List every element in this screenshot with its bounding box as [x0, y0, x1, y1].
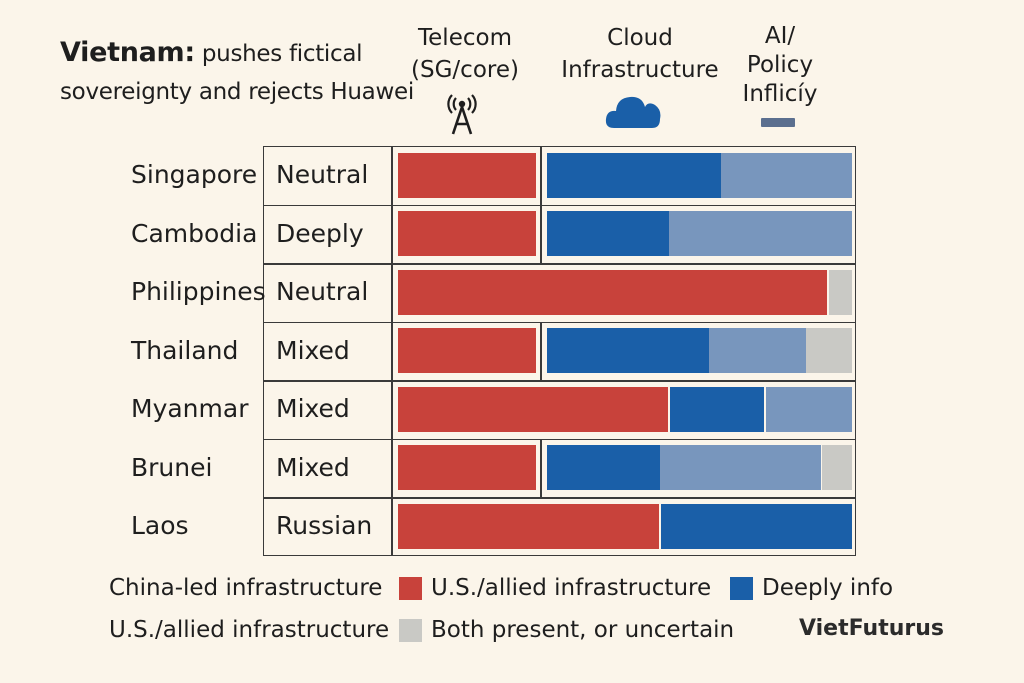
status-column-divider — [391, 146, 393, 556]
antenna-icon — [447, 93, 477, 135]
bar-segment-china — [398, 387, 668, 432]
column-header-cloud: Cloud Infrastructure — [555, 22, 725, 86]
bar-segment-china — [398, 328, 536, 373]
country-label: Brunei — [131, 453, 212, 483]
cloud-icon — [604, 88, 664, 130]
status-label: Mixed — [276, 394, 350, 424]
legend-swatch-uncertain — [399, 619, 422, 642]
bar-segment-us-allied — [547, 445, 660, 490]
row-divider — [263, 263, 856, 265]
title-line2: sovereignty and rejects Huawei — [60, 79, 414, 105]
bar-segment-uncertain — [829, 270, 852, 315]
status-label: Neutral — [276, 277, 368, 307]
telecom-divider — [540, 146, 542, 205]
country-label: Cambodia — [131, 219, 257, 249]
legend-label-uncertain: Both present, or uncertain — [431, 615, 734, 645]
country-label: Thailand — [131, 336, 238, 366]
column-header-telecom-line1: Telecom — [405, 22, 525, 54]
bar-segment-us-allied — [547, 328, 709, 373]
status-label: Deeply — [276, 219, 364, 249]
policy-bar-icon — [761, 118, 795, 128]
status-label: Mixed — [276, 453, 350, 483]
row-divider — [263, 380, 856, 382]
legend-label-us-allied: U.S./allied infrastructure — [431, 573, 711, 603]
title-bold: Vietnam: — [60, 37, 195, 68]
legend-label-us-allied-2: U.S./allied infrastructure — [109, 615, 389, 645]
bar-segment-china — [398, 445, 536, 490]
bar-segment-uncertain — [806, 328, 852, 373]
legend-swatch-china — [399, 577, 422, 600]
country-label: Singapore — [131, 160, 257, 190]
bar-segment-china — [398, 211, 536, 256]
chart-title: Vietnam: pushes fictical sovereignty and… — [60, 34, 420, 111]
bar-segment-us-allied — [670, 387, 763, 432]
column-header-ai-line2: Policy — [725, 51, 835, 80]
bar-segment-china — [398, 270, 827, 315]
column-header-telecom-line2: (SG/core) — [405, 54, 525, 86]
country-label: Philippines — [131, 277, 266, 307]
column-header-ai-policy: AI/ Policy Inflicíy — [725, 22, 835, 109]
legend-swatch-us-allied — [730, 577, 753, 600]
telecom-divider — [540, 322, 542, 381]
row-divider — [263, 205, 856, 207]
bar-segment-deeply-info — [660, 445, 822, 490]
bar-segment-deeply-info — [709, 328, 807, 373]
bar-segment-us-allied — [547, 211, 669, 256]
column-header-ai-line1: AI/ — [725, 22, 835, 51]
status-label: Neutral — [276, 160, 368, 190]
legend-label-deeply-info: Deeply info — [762, 573, 893, 603]
status-label: Russian — [276, 511, 372, 541]
column-header-telecom: Telecom (SG/core) — [405, 22, 525, 86]
country-label: Laos — [131, 511, 189, 541]
row-divider — [263, 322, 856, 324]
bar-segment-china — [398, 504, 659, 549]
column-header-ai-line3: Inflicíy — [725, 80, 835, 109]
column-header-cloud-line2: Infrastructure — [555, 54, 725, 86]
brand-watermark: VietFuturus — [799, 616, 944, 641]
bar-segment-deeply-info — [766, 387, 852, 432]
country-label: Myanmar — [131, 394, 248, 424]
row-divider — [263, 497, 856, 499]
status-label: Mixed — [276, 336, 350, 366]
row-divider — [263, 439, 856, 441]
bar-segment-us-allied — [547, 153, 721, 198]
bar-segment-china — [398, 153, 536, 198]
bar-segment-deeply-info — [721, 153, 852, 198]
legend-label-china: China-led infrastructure — [109, 573, 382, 603]
bar-segment-deeply-info — [669, 211, 852, 256]
telecom-divider — [540, 439, 542, 498]
bar-segment-us-allied — [661, 504, 852, 549]
bar-segment-uncertain — [822, 445, 853, 490]
telecom-divider — [540, 205, 542, 264]
column-header-cloud-line1: Cloud — [555, 22, 725, 54]
title-rest: pushes fictical — [195, 41, 362, 67]
